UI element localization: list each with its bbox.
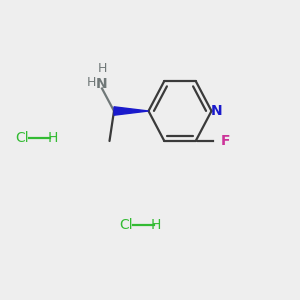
Text: H: H: [47, 131, 58, 145]
Text: N: N: [96, 77, 108, 91]
Text: Cl: Cl: [119, 218, 133, 232]
Text: H: H: [97, 62, 107, 76]
Text: H: H: [87, 76, 96, 89]
Text: H: H: [151, 218, 161, 232]
Text: Cl: Cl: [16, 131, 29, 145]
Polygon shape: [114, 107, 148, 115]
Text: F: F: [220, 134, 230, 148]
Text: N: N: [211, 104, 222, 118]
